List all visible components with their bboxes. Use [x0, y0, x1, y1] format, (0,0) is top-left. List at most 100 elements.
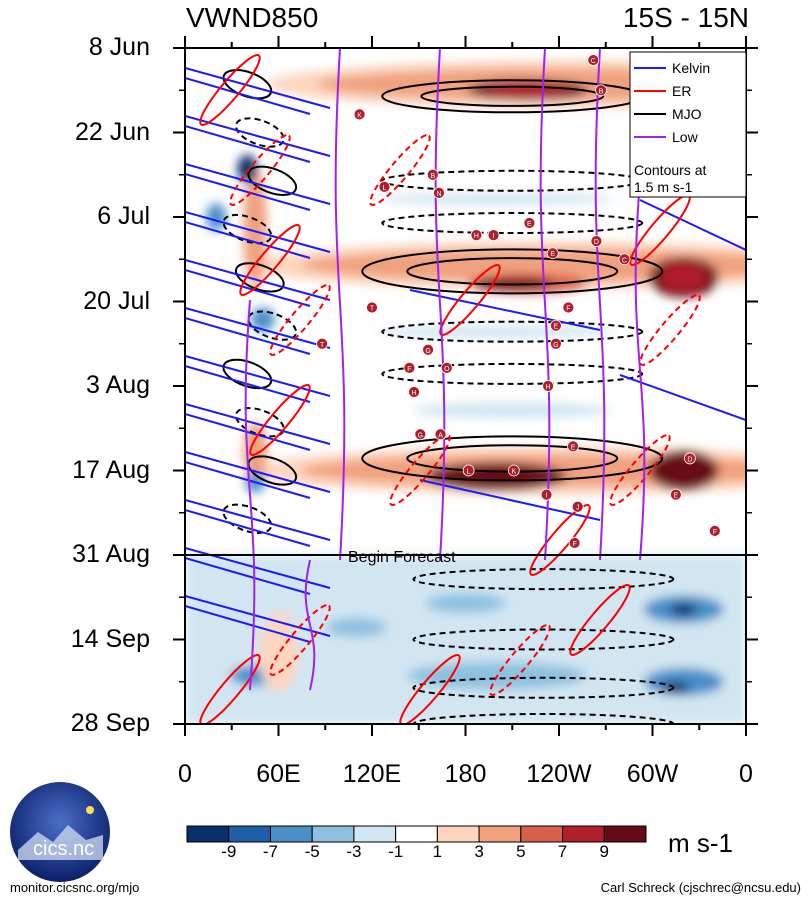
anomaly-blob [425, 593, 506, 614]
x-tick-label: 120E [342, 760, 402, 788]
colorbar-swatch [562, 825, 605, 843]
storm-marker [549, 337, 562, 350]
er-contour [239, 224, 301, 296]
storm-letter: L [467, 469, 471, 476]
cicsnc-logo [10, 782, 110, 882]
storm-letter: C [622, 257, 627, 264]
footer-right: Carl Schreck (cjschrec@ncsu.edu) [600, 880, 801, 895]
er-contour [399, 654, 461, 724]
y-tick-label: 20 Jul [83, 286, 150, 315]
kelvin-contour [419, 479, 601, 521]
er-contour [269, 284, 331, 356]
storm-marker [542, 380, 554, 392]
storm-letter: E [674, 493, 679, 500]
storm-marker [378, 180, 391, 193]
kelvin-contour [185, 557, 311, 595]
kelvin-contour [185, 307, 331, 349]
storm-letter: F [572, 541, 576, 548]
storm-letter: T [320, 342, 325, 349]
colorbar-label: -7 [262, 842, 279, 861]
storm-marker [507, 464, 520, 477]
mjo-contour [412, 713, 675, 724]
x-tick-label: 0 [178, 760, 192, 788]
kelvin-contour [185, 163, 331, 205]
storm-letter: T [370, 306, 375, 313]
mjo-contour [381, 212, 644, 235]
mjo-contour [247, 310, 298, 341]
mjo-contour [406, 257, 619, 286]
kelvin-contour [185, 67, 331, 109]
storm-letter: F [713, 529, 717, 536]
kelvin-contour [185, 595, 331, 637]
mjo-contour [222, 358, 273, 390]
y-tick-label: 31 Aug [72, 540, 150, 568]
colorbar-label: 3 [474, 842, 484, 861]
storm-letter: B [430, 173, 435, 180]
storm-letter: G [553, 342, 558, 349]
er-contour [199, 54, 261, 126]
y-tick-label: 17 Aug [72, 455, 150, 484]
storm-letter: J [576, 505, 580, 512]
storm-letter: N [436, 191, 441, 198]
title-right: 15S - 15N [622, 2, 749, 33]
colorbar-swatch [311, 825, 355, 843]
mjo-contour [361, 435, 664, 482]
legend-box [629, 51, 747, 198]
storm-letter: H [412, 390, 417, 397]
mjo-contour [412, 628, 675, 651]
colorbar-swatch [395, 825, 438, 843]
er-contour [199, 654, 261, 724]
low-contour [539, 48, 551, 561]
mjo-contour [222, 213, 273, 245]
storm-letter: D [594, 239, 599, 246]
kelvin-contour [185, 499, 331, 541]
storm-marker [414, 428, 427, 441]
y-tick-label: 3 Aug [86, 371, 150, 399]
anomaly-blob [669, 603, 698, 616]
mjo-contour [361, 248, 664, 295]
footer-left: monitor.cicsnc.org/mjo [10, 880, 140, 895]
storm-letter: B [599, 88, 604, 95]
y-tick-label: 28 Sep [70, 709, 150, 737]
colorbar-label: -1 [388, 842, 404, 861]
colorbar-label: 1 [432, 842, 443, 861]
storm-letter: K [511, 469, 516, 476]
anomaly-blob [258, 611, 299, 692]
anomaly-blob [376, 192, 617, 205]
storm-marker [440, 361, 453, 374]
storm-marker [366, 301, 378, 314]
colorbar-label: -9 [221, 842, 237, 861]
colorbar-label: 5 [516, 842, 526, 861]
kelvin-contour [185, 77, 311, 115]
anomaly-blob [376, 325, 617, 338]
er-contour [569, 584, 631, 656]
er-contour [489, 624, 551, 696]
colorbar-swatch [520, 825, 564, 843]
storm-marker [353, 108, 366, 121]
logo-text: cics.nc [33, 838, 95, 860]
kelvin-contour [185, 173, 311, 211]
low-contour [334, 48, 346, 561]
mjo-contour [381, 362, 644, 385]
storm-marker [571, 500, 584, 513]
colorbar-label: 9 [599, 842, 609, 861]
storm-marker [546, 247, 559, 260]
kelvin-contour [185, 413, 311, 451]
kelvin-contour [185, 509, 311, 547]
storm-marker [316, 337, 329, 350]
storm-letter: K [357, 112, 362, 119]
kelvin-contour [639, 199, 746, 251]
er-contour [269, 604, 331, 676]
x-tick-label: 60W [626, 760, 679, 788]
legend-note: 1.5 m s-1 [634, 179, 693, 195]
storm-letter: F [566, 306, 570, 313]
storm-marker [422, 343, 435, 356]
storm-letter: H [546, 384, 551, 391]
er-contour [369, 134, 431, 206]
storm-marker [708, 524, 721, 537]
storm-letter: F [407, 366, 411, 373]
storm-marker [587, 54, 600, 66]
kelvin-contour [185, 221, 311, 259]
storm-marker [568, 537, 581, 549]
